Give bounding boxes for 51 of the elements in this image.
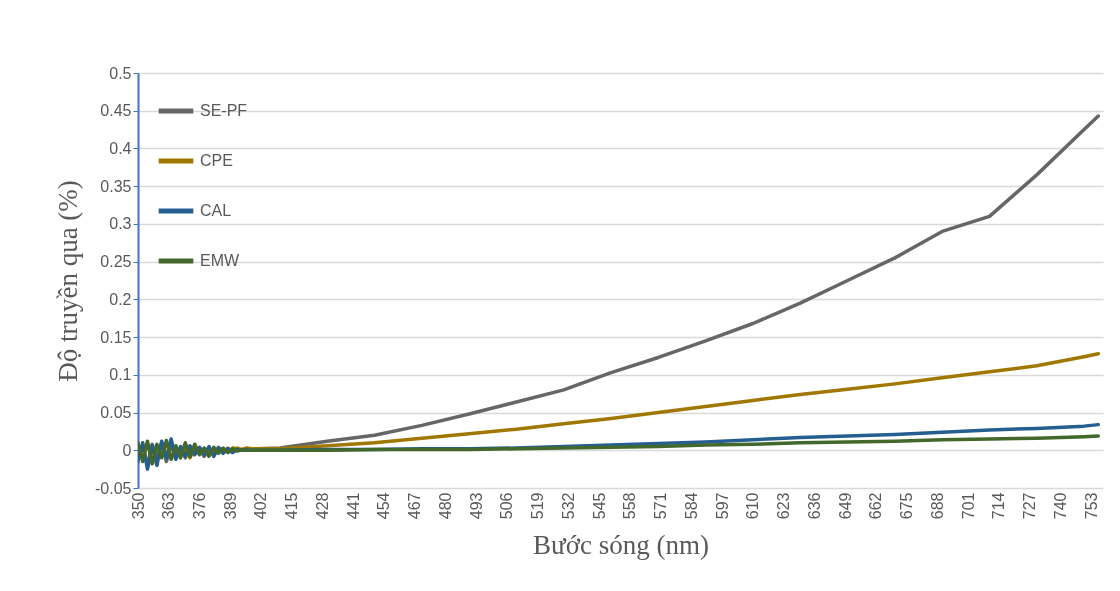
y-tick-label: 0.4 xyxy=(109,139,132,157)
legend-label: CPE xyxy=(200,152,233,169)
y-tick-label: 0.25 xyxy=(100,253,132,271)
y-tick-label: 0.2 xyxy=(109,290,132,308)
x-tick-label: 623 xyxy=(775,492,793,520)
x-tick-label: 363 xyxy=(160,492,178,520)
y-tick-label: 0.1 xyxy=(109,366,132,384)
x-tick-label: 454 xyxy=(375,492,393,520)
line-series xyxy=(138,434,1101,466)
x-tick-label: 350 xyxy=(129,492,147,520)
x-tick-label: 714 xyxy=(990,492,1008,520)
x-tick-label: 753 xyxy=(1082,492,1100,520)
y-tick-label: 0.05 xyxy=(100,404,132,422)
x-tick-label: 441 xyxy=(344,492,362,520)
x-tick-label: 649 xyxy=(836,492,854,520)
x-tick-label: 571 xyxy=(652,492,670,520)
x-tick-label: 519 xyxy=(529,492,547,520)
x-tick-label: 675 xyxy=(898,492,916,520)
y-tick-label: 0.45 xyxy=(100,102,132,120)
y-tick-label: 0.5 xyxy=(109,64,132,82)
x-tick-label: 467 xyxy=(406,492,424,520)
y-tick-label: 0.35 xyxy=(100,177,132,195)
y-axis-title: Độ truyền qua (%) xyxy=(53,180,84,382)
y-tick-label: 0 xyxy=(122,441,132,459)
y-tick-label: 0.15 xyxy=(100,328,132,346)
x-tick-label: 636 xyxy=(805,492,823,520)
x-tick-label: 688 xyxy=(928,492,946,520)
x-tick-label: 493 xyxy=(467,492,485,520)
x-tick-label: 740 xyxy=(1051,492,1069,520)
y-tick-label: 0.3 xyxy=(109,215,132,233)
x-tick-label: 727 xyxy=(1021,492,1039,520)
x-tick-label: 662 xyxy=(867,492,885,520)
x-tick-label: 701 xyxy=(959,492,977,520)
x-axis-title: Bước sóng (nm) xyxy=(533,530,709,561)
x-tick-label: 415 xyxy=(283,492,301,520)
legend-label: SE-PF xyxy=(200,102,248,119)
x-tick-label: 506 xyxy=(498,492,516,520)
y-tick-label: -0.05 xyxy=(95,479,132,497)
x-tick-label: 532 xyxy=(559,492,577,520)
x-tick-label: 584 xyxy=(682,492,700,520)
x-tick-label: 545 xyxy=(590,492,608,520)
legend-label: EMW xyxy=(200,252,240,269)
x-tick-label: 597 xyxy=(713,492,731,520)
x-tick-label: 428 xyxy=(313,492,331,520)
x-tick-label: 480 xyxy=(436,492,454,520)
x-tick-label: 376 xyxy=(191,492,208,520)
x-tick-label: 389 xyxy=(221,492,239,520)
x-tick-label: 402 xyxy=(252,492,270,520)
x-tick-label: 558 xyxy=(621,492,639,520)
x-tick-label: 610 xyxy=(744,492,762,520)
legend-label: CAL xyxy=(200,202,232,219)
